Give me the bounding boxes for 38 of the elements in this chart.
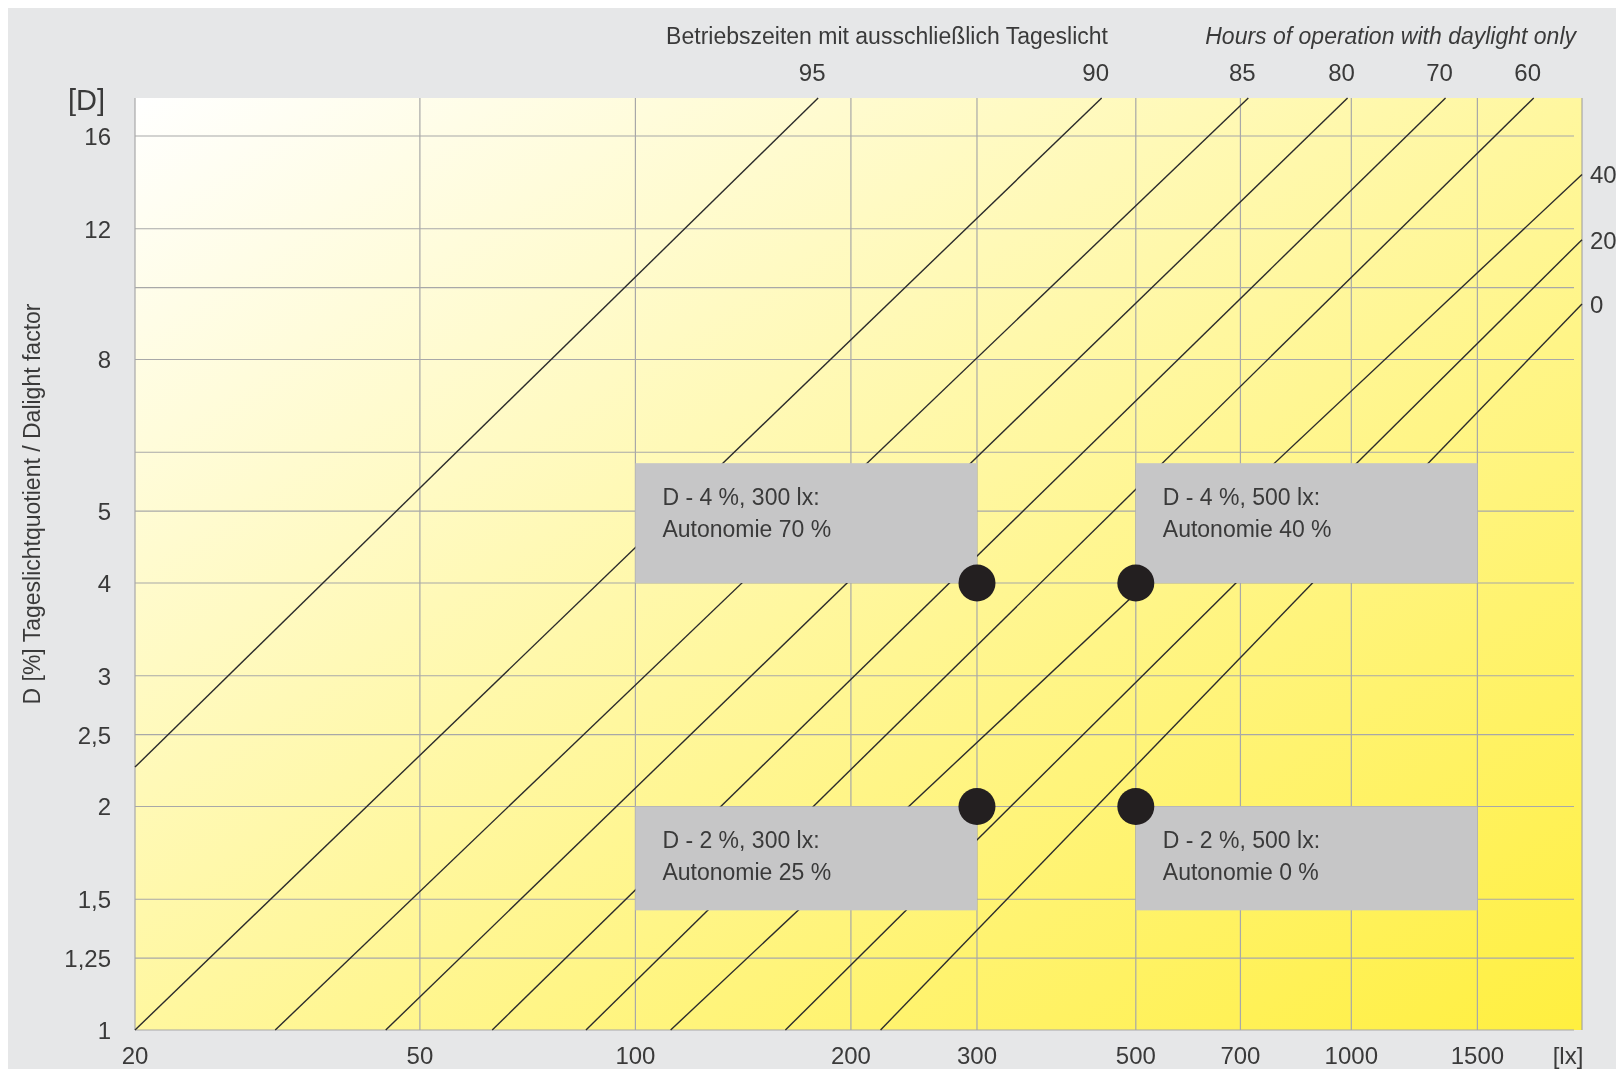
x-tick-label: 1000 — [1324, 1042, 1379, 1069]
y-tick-label: 2 — [97, 793, 111, 821]
x-tick-label: 200 — [830, 1042, 871, 1069]
y-tick-label: 12 — [84, 215, 111, 243]
series-label: 95 — [798, 59, 826, 86]
y-tick-label: 8 — [97, 346, 111, 374]
y-axis-title: D [%] Tageslichtquotient / Dalight factor — [19, 303, 45, 705]
y-tick-label: 4 — [97, 569, 111, 597]
y-tick-label: 5 — [97, 498, 111, 526]
x-tick-label: 50 — [406, 1042, 434, 1069]
x-tick-label: 300 — [956, 1042, 997, 1069]
y-tick-label: 3 — [97, 662, 111, 690]
y-tick-label: 2,5 — [77, 721, 111, 749]
y-tick-label: 16 — [84, 122, 111, 150]
text: Hours of operation with daylight only — [1205, 23, 1578, 49]
series-label: 20 — [1590, 226, 1617, 254]
series-label: 40 — [1590, 161, 1617, 189]
x-axis-title: [lx] — [1552, 1042, 1584, 1069]
annotation: D - 4 %, 500 lx: Autonomie 40 % — [1162, 484, 1332, 543]
series-label: 90 — [1082, 59, 1110, 86]
x-tick-label: 700 — [1220, 1042, 1261, 1069]
series-label: 70 — [1426, 59, 1453, 86]
x-tick-label: 500 — [1115, 1042, 1156, 1069]
y-tick-label: 1,25 — [64, 945, 111, 973]
x-tick-label: 1500 — [1450, 1042, 1505, 1069]
y-tick-label: 1,5 — [77, 886, 111, 914]
x-tick-label: 100 — [615, 1042, 656, 1069]
series-label: 0 — [1590, 291, 1604, 319]
annotation: D - 2 %, 300 lx: Autonomie 25 % — [662, 827, 832, 886]
text: [D] — [67, 84, 105, 116]
x-tick-label: 20 — [121, 1042, 149, 1069]
y-tick-label: 1 — [97, 1017, 111, 1044]
series-label: 80 — [1328, 59, 1355, 86]
annotation: D - 2 %, 500 lx: Autonomie 0 % — [1162, 827, 1321, 886]
series-label: 85 — [1228, 59, 1256, 86]
series-label: 60 — [1514, 59, 1542, 86]
annotation: D - 4 %, 300 lx: Autonomie 70 % — [662, 484, 832, 543]
x2-axis-title: Betriebszeiten mit ausschließlich Tageslicht — [666, 23, 1109, 49]
